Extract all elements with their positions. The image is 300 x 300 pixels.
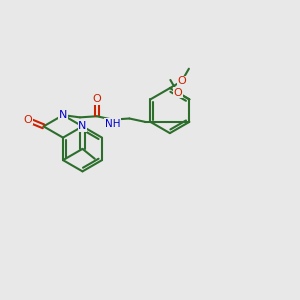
Text: N: N (78, 122, 87, 131)
Text: O: O (177, 76, 186, 86)
Text: O: O (173, 88, 182, 98)
Text: N: N (59, 110, 67, 120)
Text: NH: NH (105, 119, 120, 129)
Text: O: O (24, 115, 32, 125)
Text: O: O (92, 94, 101, 104)
